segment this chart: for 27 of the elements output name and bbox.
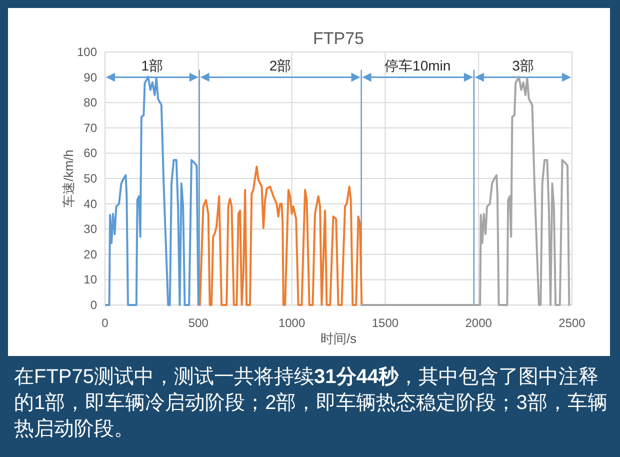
y-tick-label: 50 <box>84 172 98 186</box>
y-tick-label: 70 <box>84 120 98 135</box>
text: 在FTP75测试中，测试一共将持续31分44秒，其中包含了图中注释的1部，即车辆冷启动阶段；2部，即车辆热态稳定阶段；3部，车辆热启动阶段。 <box>14 366 608 440</box>
annotation: 停车10min <box>384 57 451 74</box>
x-tick-label: 500 <box>188 316 209 330</box>
annotation: 2部 <box>269 57 292 74</box>
y-tick-label: 20 <box>84 247 98 262</box>
chart-title: FTP75 <box>312 29 364 48</box>
x-tick-label: 1000 <box>278 316 306 330</box>
y-axis-title: 车速/km/h <box>61 150 76 208</box>
x-axis-title: 时间/s <box>320 331 358 346</box>
y-tick-label: 40 <box>84 196 98 211</box>
y-tick-label: 100 <box>76 45 98 59</box>
line-series <box>198 166 363 306</box>
y-tick-label: 0 <box>90 298 98 312</box>
annotation: 3部 <box>512 57 534 74</box>
x-tick-label: 0 <box>102 316 109 330</box>
y-tick-label: 10 <box>84 272 98 287</box>
y-tick-label: 90 <box>84 70 98 84</box>
annotation: 1部 <box>141 57 164 74</box>
x-tick-label: 2500 <box>558 316 586 330</box>
y-tick-label: 30 <box>84 222 98 236</box>
x-tick-label: 1500 <box>372 316 399 330</box>
line-series <box>360 76 570 306</box>
y-tick-label: 80 <box>84 96 98 110</box>
y-tick-label: 60 <box>84 146 98 160</box>
x-tick-label: 2000 <box>465 316 492 330</box>
